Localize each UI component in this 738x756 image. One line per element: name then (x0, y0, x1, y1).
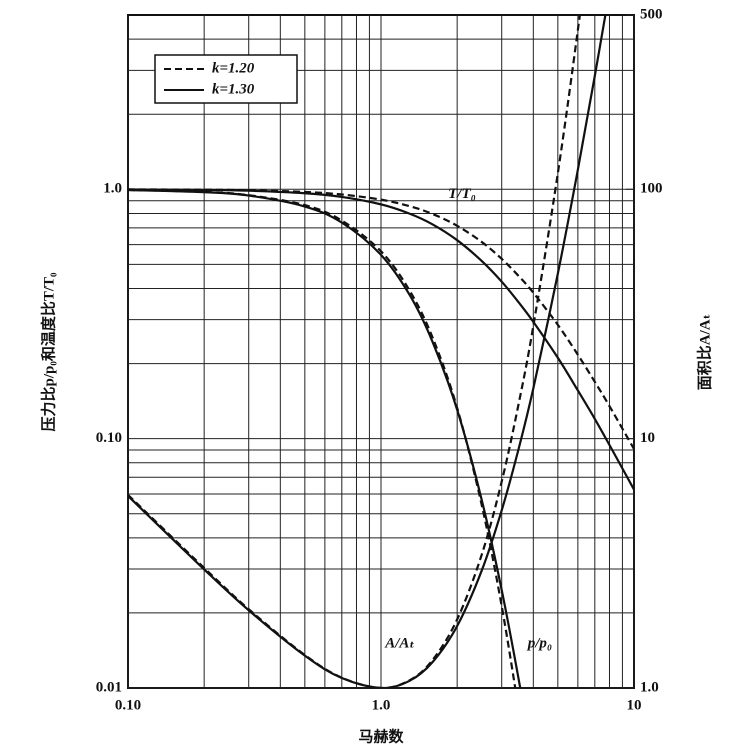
y2-axis-label: 面积比A/Aₜ (695, 314, 713, 390)
x-tick-label: 1.0 (372, 697, 391, 713)
y2-tick-label: 500 (640, 6, 663, 22)
y-axis-label: 压力比p/p₀和温度比T/T₀ (39, 272, 57, 432)
x-tick-label: 0.10 (115, 697, 141, 713)
y-tick-label: 1.0 (103, 181, 122, 197)
y2-tick-label: 1.0 (640, 679, 659, 695)
legend-box (154, 54, 298, 104)
x-axis-label: 马赫数 (358, 727, 404, 745)
curve (128, 188, 522, 688)
curve-label: p/p₀ (526, 636, 552, 652)
x-tick-label: 10 (627, 697, 642, 713)
y-tick-label: 0.01 (96, 679, 122, 695)
curve (128, 188, 634, 491)
curves (128, 15, 634, 688)
y2-tick-label: 100 (640, 181, 663, 197)
curve (128, 188, 634, 450)
y2-tick-label: 10 (640, 430, 655, 446)
curve-label: A/Aₜ (384, 636, 415, 652)
curve-label: T/T₀ (448, 186, 476, 202)
curve (128, 15, 607, 688)
y-tick-label: 0.10 (96, 430, 122, 446)
legend-label: k=1.30 (212, 81, 255, 97)
grid (127, 14, 635, 689)
legend-label: k=1.20 (212, 60, 255, 76)
